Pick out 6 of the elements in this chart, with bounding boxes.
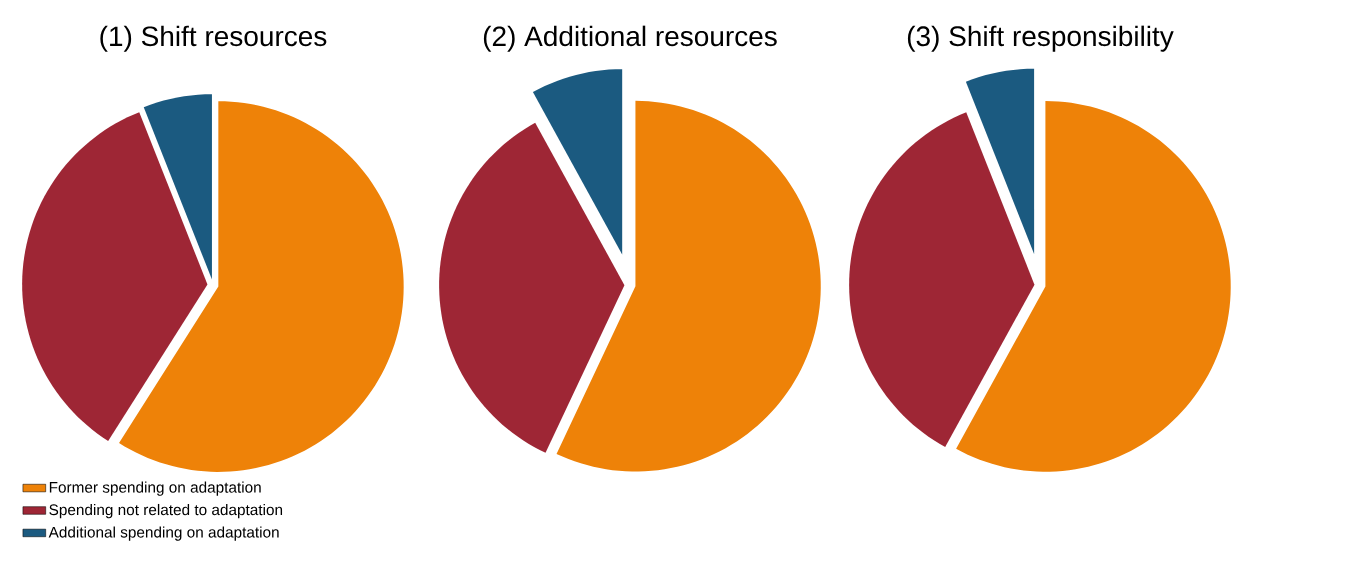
chart-title: (1) Shift resources: [100, 25, 327, 52]
legend-label: Additional spending on adaptation: [48, 526, 279, 541]
legend-label: Former spending on adaptation: [49, 481, 261, 496]
legend-label: Spending not related to adaptation: [49, 503, 283, 519]
chart-title: (2) Additional resources: [483, 25, 777, 52]
chart-title: (3) Shift responsibility: [907, 25, 1174, 52]
